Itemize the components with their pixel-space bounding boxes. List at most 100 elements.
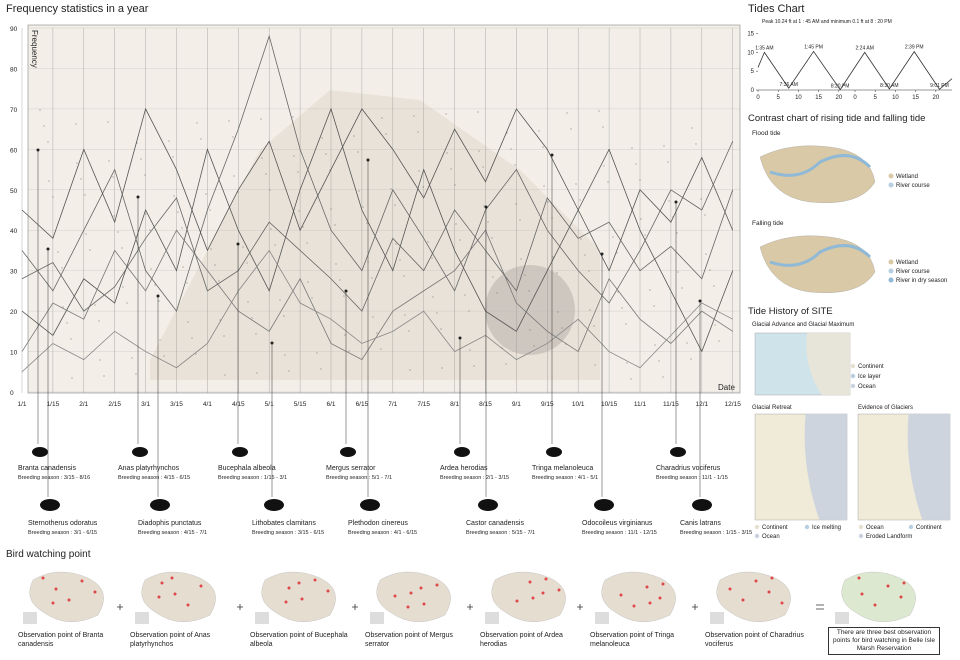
x-tick-label: 1/1 — [17, 401, 26, 408]
plus-sign — [577, 604, 583, 610]
observation-dot — [51, 601, 55, 605]
dot-texture — [409, 369, 411, 371]
x-tick-label: 10 — [795, 95, 802, 101]
species-name: Charadrius vociferus — [656, 465, 721, 472]
legend-label: Continent — [858, 364, 884, 370]
dot-texture — [47, 141, 49, 143]
dot-texture — [75, 123, 77, 125]
pin-dot — [600, 252, 604, 256]
dot-texture — [588, 270, 590, 272]
legend-label: Wetland — [896, 260, 918, 266]
animal-icon — [478, 499, 498, 511]
dot-texture — [436, 312, 438, 314]
dot-texture — [672, 216, 674, 218]
dot-texture — [566, 112, 568, 114]
site-block — [710, 612, 724, 624]
legend-label: Ocean — [762, 534, 780, 540]
frequency-line — [21, 107, 734, 353]
breeding-season: Breeding season : 11/1 - 12/15 — [582, 530, 657, 536]
observation-dot — [284, 600, 288, 604]
point-label: 2:24 AM — [856, 45, 874, 51]
pin-dot — [136, 195, 140, 199]
dot-texture — [237, 191, 239, 193]
dot-texture — [298, 210, 300, 212]
animal-icon — [264, 499, 284, 511]
animal-icon — [32, 447, 48, 457]
site-block — [135, 612, 149, 624]
dot-texture — [510, 148, 512, 150]
x-tick-label: 10/1 — [572, 401, 585, 408]
dot-texture — [542, 146, 544, 148]
y-tick-label: 60 — [10, 147, 18, 154]
dot-texture — [279, 299, 281, 301]
dot-texture — [181, 227, 183, 229]
observation-dot — [300, 597, 304, 601]
observation-dot — [528, 580, 532, 584]
observation-dot — [93, 590, 97, 594]
observation-dot — [297, 581, 301, 585]
dot-texture — [681, 287, 683, 289]
breeding-season: Breeding season : 1/15 - 3/15 — [680, 530, 752, 536]
observation-caption: Observation point of Charadrius vociferu… — [705, 632, 804, 648]
y-tick-label: 70 — [10, 107, 18, 114]
dot-texture — [334, 224, 336, 226]
plus-sign — [352, 604, 358, 610]
observation-dot — [741, 598, 745, 602]
observation-dot — [41, 576, 45, 580]
dot-texture — [607, 181, 609, 183]
dot-texture — [269, 189, 271, 191]
site-block — [23, 612, 37, 624]
legend-label: Ice melting — [812, 525, 841, 531]
x-tick-label: 15 — [815, 95, 822, 101]
dot-texture — [89, 249, 91, 251]
dot-texture — [556, 272, 558, 274]
observation-dot — [770, 576, 774, 580]
dot-texture — [353, 135, 355, 137]
observation-caption: Observation point of Ardea herodias — [480, 632, 563, 648]
x-tick-label: 20 — [835, 95, 842, 101]
x-tick-label: 6/1 — [326, 401, 335, 408]
frequency-line — [21, 229, 733, 361]
dot-texture — [316, 352, 318, 354]
observation-dot — [754, 579, 758, 583]
observation-dot — [313, 578, 317, 582]
dot-texture — [297, 171, 299, 173]
dot-texture — [464, 294, 466, 296]
dot-texture — [533, 345, 535, 347]
plot-frame — [27, 24, 741, 394]
dot-texture — [612, 236, 614, 238]
dot-texture — [335, 263, 337, 265]
legend-label: Ocean — [866, 525, 884, 531]
x-tick-label: 0 — [756, 95, 760, 101]
x-axis-label: Date — [718, 383, 735, 392]
dot-texture — [219, 319, 221, 321]
animal-icon — [132, 447, 148, 457]
dot-texture — [631, 147, 633, 149]
breeding-season: Breeding season : 3/15 - 8/16 — [18, 475, 90, 481]
dot-texture — [320, 368, 322, 370]
river — [769, 154, 872, 177]
y-tick-label: 80 — [10, 66, 18, 73]
dot-texture — [288, 370, 290, 372]
land-map — [759, 145, 876, 203]
pin-dot — [236, 242, 240, 246]
y-tick-label: 30 — [10, 269, 18, 276]
dot-texture — [159, 339, 161, 341]
observation-dot — [173, 592, 177, 596]
dot-texture — [358, 190, 360, 192]
dot-texture — [274, 244, 276, 246]
dot-texture — [150, 268, 152, 270]
observation-dot — [419, 586, 423, 590]
observation-dot — [531, 596, 535, 600]
x-tick-label: 0 — [853, 95, 857, 101]
dot-texture — [575, 183, 577, 185]
legend-swatch — [804, 524, 810, 530]
y-tick-label: 10 — [10, 350, 18, 357]
x-tick-label: 20 — [932, 95, 939, 101]
dot-texture — [371, 277, 373, 279]
dot-texture — [580, 238, 582, 240]
dot-texture — [186, 282, 188, 284]
observation-dot — [767, 590, 771, 594]
observation-caption: Observation point of Tringa melanoleuca — [590, 632, 675, 648]
dot-texture — [677, 271, 679, 273]
